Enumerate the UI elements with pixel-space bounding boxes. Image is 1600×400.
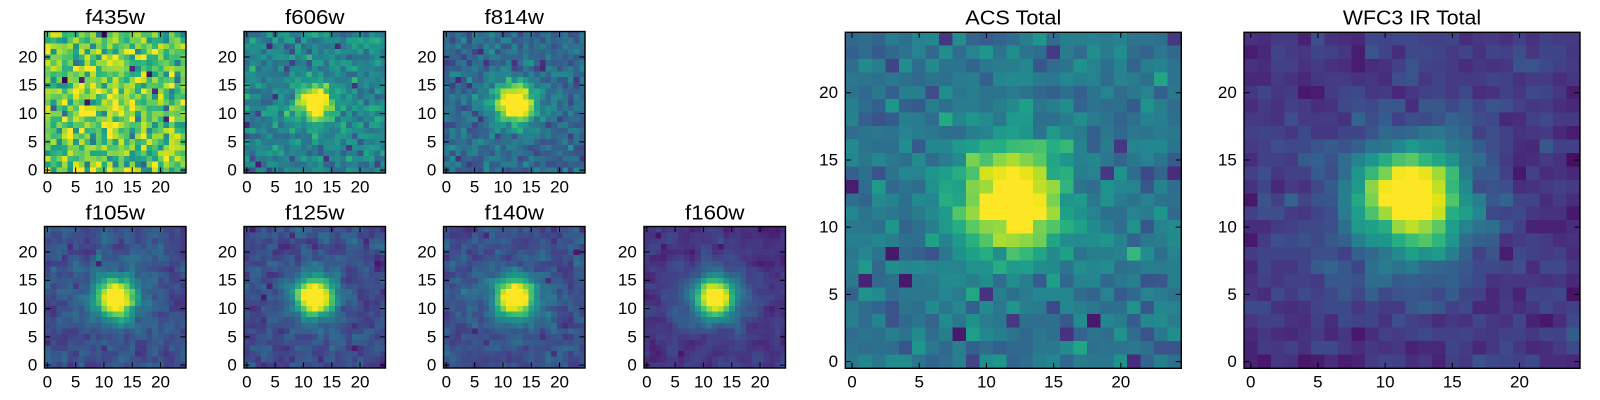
svg-text:10: 10: [294, 177, 313, 196]
svg-text:0: 0: [442, 372, 451, 391]
svg-text:5: 5: [427, 327, 436, 346]
svg-text:0: 0: [427, 356, 436, 375]
svg-text:5: 5: [227, 327, 236, 346]
svg-text:10: 10: [493, 372, 512, 391]
svg-text:10: 10: [1218, 218, 1237, 237]
svg-text:20: 20: [351, 372, 370, 391]
svg-text:15: 15: [123, 372, 142, 391]
svg-text:10: 10: [218, 299, 237, 318]
svg-text:20: 20: [819, 83, 838, 102]
svg-text:15: 15: [123, 177, 142, 196]
svg-text:5: 5: [28, 132, 37, 151]
svg-text:10: 10: [218, 104, 237, 123]
svg-text:10: 10: [618, 299, 637, 318]
svg-text:f140w: f140w: [485, 203, 545, 225]
svg-text:20: 20: [151, 177, 170, 196]
svg-text:20: 20: [151, 372, 170, 391]
svg-text:f160w: f160w: [685, 203, 745, 225]
svg-text:0: 0: [242, 177, 251, 196]
svg-text:20: 20: [550, 177, 569, 196]
svg-text:15: 15: [417, 271, 436, 290]
svg-text:0: 0: [242, 372, 251, 391]
svg-text:5: 5: [227, 132, 236, 151]
svg-text:15: 15: [722, 372, 741, 391]
svg-text:20: 20: [351, 177, 370, 196]
svg-text:20: 20: [550, 372, 569, 391]
svg-text:0: 0: [642, 372, 651, 391]
svg-text:10: 10: [294, 372, 313, 391]
svg-text:0: 0: [847, 373, 856, 392]
svg-text:5: 5: [670, 372, 679, 391]
svg-text:5: 5: [71, 177, 80, 196]
svg-text:10: 10: [694, 372, 713, 391]
svg-text:0: 0: [627, 356, 636, 375]
svg-text:15: 15: [18, 76, 37, 95]
svg-text:20: 20: [18, 242, 37, 261]
svg-text:10: 10: [417, 299, 436, 318]
svg-text:15: 15: [322, 177, 341, 196]
svg-text:5: 5: [1313, 373, 1322, 392]
svg-text:20: 20: [618, 242, 637, 261]
svg-text:f125w: f125w: [285, 203, 345, 225]
svg-text:20: 20: [1111, 373, 1130, 392]
svg-text:10: 10: [94, 372, 113, 391]
svg-text:f606w: f606w: [285, 7, 345, 29]
svg-text:5: 5: [829, 285, 838, 304]
svg-text:15: 15: [218, 76, 237, 95]
svg-text:20: 20: [417, 242, 436, 261]
svg-text:ACS Total: ACS Total: [965, 8, 1061, 30]
svg-text:0: 0: [427, 161, 436, 180]
svg-text:5: 5: [270, 177, 279, 196]
svg-text:10: 10: [94, 177, 113, 196]
svg-text:5: 5: [627, 327, 636, 346]
svg-text:0: 0: [43, 372, 52, 391]
svg-text:0: 0: [227, 161, 236, 180]
svg-text:0: 0: [43, 177, 52, 196]
svg-text:15: 15: [522, 177, 541, 196]
svg-text:5: 5: [470, 177, 479, 196]
svg-text:0: 0: [1246, 373, 1255, 392]
svg-text:20: 20: [417, 47, 436, 66]
svg-text:20: 20: [751, 372, 770, 391]
svg-text:10: 10: [493, 177, 512, 196]
svg-text:10: 10: [1376, 373, 1395, 392]
svg-text:5: 5: [1227, 285, 1236, 304]
svg-text:20: 20: [1510, 373, 1529, 392]
svg-text:15: 15: [218, 271, 237, 290]
svg-text:10: 10: [18, 104, 37, 123]
svg-text:15: 15: [417, 76, 436, 95]
svg-text:f435w: f435w: [86, 7, 146, 29]
svg-text:0: 0: [829, 352, 838, 371]
svg-text:20: 20: [218, 242, 237, 261]
svg-text:5: 5: [470, 372, 479, 391]
svg-text:0: 0: [442, 177, 451, 196]
svg-text:15: 15: [322, 372, 341, 391]
svg-text:20: 20: [1218, 83, 1237, 102]
svg-text:15: 15: [522, 372, 541, 391]
svg-text:WFC3 IR Total: WFC3 IR Total: [1343, 8, 1481, 30]
svg-text:0: 0: [227, 356, 236, 375]
svg-text:10: 10: [977, 373, 996, 392]
svg-text:15: 15: [819, 150, 838, 169]
svg-text:f814w: f814w: [485, 7, 545, 29]
svg-text:0: 0: [1227, 352, 1236, 371]
svg-text:f105w: f105w: [86, 203, 146, 225]
svg-text:5: 5: [71, 372, 80, 391]
svg-text:5: 5: [28, 327, 37, 346]
svg-text:10: 10: [819, 218, 838, 237]
svg-text:15: 15: [1218, 150, 1237, 169]
svg-text:15: 15: [618, 271, 637, 290]
svg-text:5: 5: [427, 132, 436, 151]
svg-text:20: 20: [18, 47, 37, 66]
svg-text:10: 10: [417, 104, 436, 123]
svg-text:20: 20: [218, 47, 237, 66]
svg-text:15: 15: [1443, 373, 1462, 392]
svg-text:15: 15: [1044, 373, 1063, 392]
svg-text:15: 15: [18, 271, 37, 290]
svg-text:0: 0: [28, 161, 37, 180]
svg-text:5: 5: [914, 373, 923, 392]
svg-text:10: 10: [18, 299, 37, 318]
svg-text:0: 0: [28, 356, 37, 375]
svg-text:5: 5: [270, 372, 279, 391]
